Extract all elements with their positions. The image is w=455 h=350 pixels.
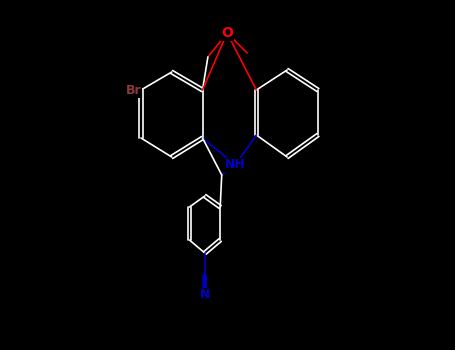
Text: Br: Br [126, 84, 141, 97]
Text: O: O [221, 26, 233, 40]
Text: NH: NH [225, 159, 246, 172]
Text: N: N [200, 288, 210, 301]
